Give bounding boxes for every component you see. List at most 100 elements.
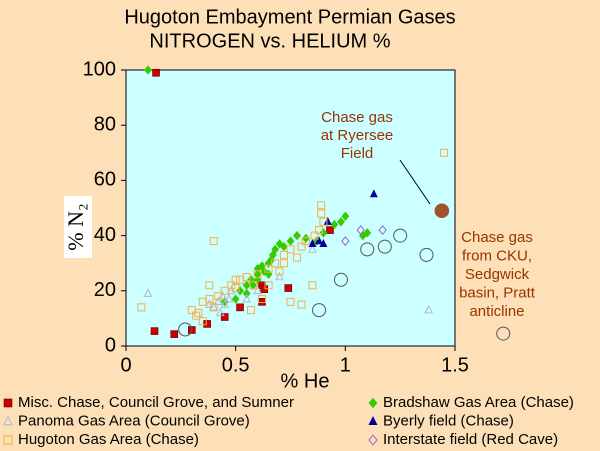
data-point <box>279 259 288 268</box>
data-point <box>356 225 365 236</box>
data-point <box>293 253 302 262</box>
data-point <box>242 273 251 281</box>
data-point <box>170 330 179 338</box>
x-axis-label: % He <box>281 370 330 392</box>
data-point <box>271 244 280 255</box>
data-point <box>308 244 317 253</box>
data-point <box>369 189 378 198</box>
data-point <box>293 230 301 241</box>
legend-marker <box>368 434 378 446</box>
data-point <box>440 148 449 157</box>
data-point <box>378 225 387 236</box>
data-point <box>341 236 350 247</box>
legend-marker <box>3 398 13 408</box>
data-point <box>216 307 225 317</box>
legend-marker <box>3 435 13 445</box>
data-point <box>317 209 326 218</box>
data-point <box>253 285 262 295</box>
data-point <box>231 284 240 293</box>
annotation-point <box>360 242 375 257</box>
annotation-point <box>434 203 450 219</box>
data-point <box>258 298 266 306</box>
chart-subtitle: NITROGEN vs. HELIUM % <box>149 30 390 52</box>
legend-marker <box>3 415 13 426</box>
data-point <box>284 284 293 292</box>
data-point <box>275 267 284 276</box>
data-point <box>275 271 284 281</box>
data-point <box>209 237 218 246</box>
data-point <box>220 313 229 321</box>
data-point <box>301 237 310 246</box>
legend-marker <box>368 416 378 426</box>
y-axis-label: % N₂ <box>63 203 88 250</box>
y-tick-label: 100 <box>83 58 116 80</box>
data-point <box>194 308 203 317</box>
data-point <box>286 236 295 246</box>
y-tick-label: 80 <box>94 113 116 135</box>
y-tick-label: 60 <box>94 169 116 191</box>
legend-label: Hugoton Gas Area (Chase) <box>18 431 199 448</box>
annotation-text: from CKU, <box>462 247 532 264</box>
data-point <box>308 281 317 290</box>
data-point <box>144 65 152 75</box>
annotation-point <box>393 228 408 243</box>
annotation-point <box>312 303 327 318</box>
data-point <box>220 286 229 295</box>
data-point <box>363 228 372 238</box>
data-point <box>227 281 236 290</box>
data-point <box>286 245 295 254</box>
data-point <box>310 231 319 240</box>
data-point <box>143 288 153 297</box>
plot-area <box>125 69 456 347</box>
y-tick-label: 40 <box>94 224 116 246</box>
chart-title: Hugoton Embayment Permian Gases <box>124 6 455 28</box>
data-point <box>209 303 218 312</box>
data-point <box>279 250 288 259</box>
data-point <box>286 297 295 306</box>
data-point <box>192 311 201 320</box>
annotation-point <box>496 326 511 341</box>
annotation-point <box>178 322 193 337</box>
data-point <box>220 299 230 308</box>
data-point <box>315 236 323 245</box>
data-point <box>242 288 251 299</box>
x-tick-label: 0.5 <box>222 354 250 376</box>
data-point <box>150 327 159 335</box>
annotation-text: Sedgwick <box>465 266 530 283</box>
data-point <box>242 293 251 303</box>
data-point <box>323 216 332 225</box>
legend-marker <box>368 397 378 409</box>
data-point <box>297 300 306 309</box>
legend-label: Interstate field (Red Cave) <box>383 431 558 448</box>
data-point <box>247 306 256 315</box>
data-point <box>205 295 214 304</box>
data-point <box>137 303 146 312</box>
data-point <box>308 239 317 247</box>
data-point <box>301 233 310 244</box>
data-point <box>341 211 350 221</box>
annotation-text: Field <box>341 145 374 162</box>
annotation-text: Chase gas <box>321 109 393 126</box>
data-point <box>424 304 433 314</box>
data-point <box>280 241 288 252</box>
data-point <box>249 281 258 290</box>
data-point <box>224 293 234 303</box>
data-point <box>226 285 236 295</box>
data-point <box>271 259 280 268</box>
x-tick-label: 1.5 <box>441 354 469 376</box>
data-point <box>257 295 266 304</box>
data-point <box>319 239 328 247</box>
data-point <box>205 281 214 290</box>
data-point <box>152 68 160 77</box>
data-point <box>253 270 262 279</box>
y-tick-label: 0 <box>105 334 116 356</box>
annotation-point <box>333 272 348 287</box>
data-point <box>231 275 240 284</box>
annotation-arrow <box>399 159 431 205</box>
data-point <box>326 226 334 234</box>
data-point <box>236 303 244 312</box>
data-point <box>317 201 326 210</box>
data-point <box>214 292 223 301</box>
data-point <box>236 286 244 296</box>
